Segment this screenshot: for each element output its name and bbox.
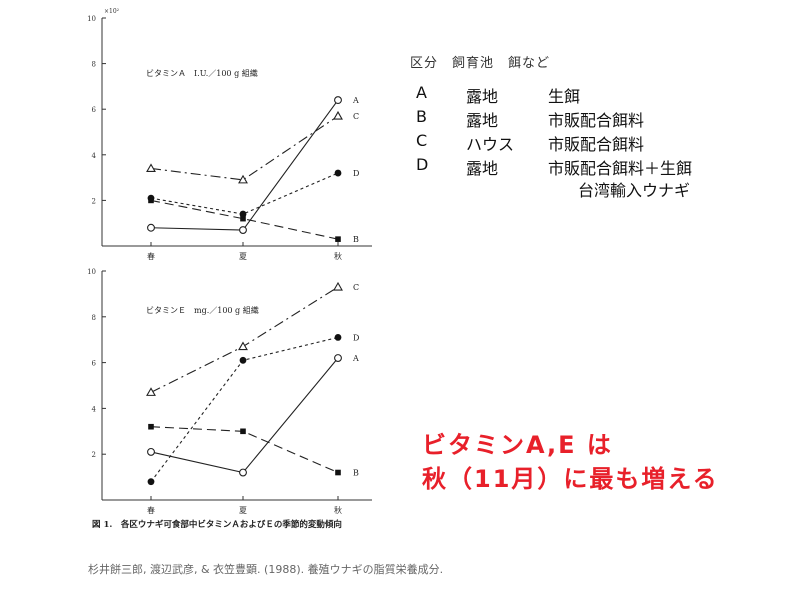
legend-pond: ハウス	[466, 135, 515, 154]
series-line-c	[150, 115, 339, 181]
legend-group-id: C	[416, 131, 428, 150]
data-point-d	[239, 356, 247, 364]
x-tick-label: 春	[147, 251, 155, 261]
series-line-d	[150, 172, 339, 215]
data-point-b	[335, 236, 341, 242]
legend-feed: 生餌	[548, 87, 581, 106]
y-tick-label: 4	[92, 405, 97, 413]
series-label-c: C	[353, 283, 359, 292]
data-point-a	[239, 226, 247, 234]
data-point-d	[334, 334, 342, 341]
data-point-c	[333, 110, 343, 120]
data-point-d	[334, 169, 342, 177]
y-tick-label: 2	[92, 451, 96, 459]
legend-group-id: D	[416, 155, 429, 174]
x-tick-label: 秋	[334, 505, 342, 515]
data-point-b	[240, 428, 246, 435]
legend-pond: 露地	[466, 87, 499, 106]
callout-line-2: 秋（11月）に最も増える	[422, 465, 719, 493]
data-point-c	[333, 281, 343, 291]
data-point-a	[147, 447, 155, 456]
series-label-d: D	[353, 169, 359, 178]
callout-line-1: ビタミンA,E は	[422, 431, 613, 459]
y-tick-label: 8	[92, 314, 96, 322]
series-label-c: C	[353, 112, 359, 121]
series-label-b: B	[353, 235, 359, 244]
series-line-a	[150, 357, 339, 474]
vitamin-a-chart: 2 4 6 8 10 ×10² ビタミンＡ I.U.／100 g 組織春 夏 秋 A B C D	[87, 8, 372, 261]
data-point-c	[146, 387, 156, 396]
legend-group-id: A	[416, 83, 427, 102]
data-point-d	[239, 210, 247, 218]
series-line-b	[150, 199, 339, 240]
series-label-a: A	[352, 96, 359, 105]
y-tick-label: 10	[87, 268, 96, 276]
data-point-a	[334, 96, 342, 105]
series-label-a: A	[352, 354, 359, 363]
y-tick-label: 6	[92, 360, 97, 368]
series-line-c	[150, 286, 339, 393]
legend-row-a: A 露地 生餌	[410, 83, 580, 107]
legend-row-d: D 露地 市販配合餌料＋生餌 台湾輸入ウナギ	[410, 155, 692, 200]
legend-header: 区分 飼育池 餌など	[410, 56, 551, 71]
x-tick-label: 秋	[334, 251, 342, 261]
x-tick-label: 春	[147, 505, 155, 515]
legend-feed: 市販配合餌料＋生餌	[548, 159, 693, 178]
data-point-b	[148, 423, 154, 430]
legend-pond: 露地	[466, 159, 499, 178]
y-tick-label: 8	[92, 61, 96, 69]
y-tick-label: 6	[92, 106, 97, 114]
source-citation: 杉井餅三郎, 渡辺武彦, & 衣笠豊顕. (1988). 養殖ウナギの脂質栄養成…	[88, 563, 444, 576]
vitamin-e-chart: 2 4 6 8 10 ビタミンＥ mg.／100 g 組織春 夏 秋 A B C D	[87, 268, 372, 515]
series-label-d: D	[353, 333, 359, 342]
legend-pond: 露地	[466, 111, 499, 130]
y-scale-label: ×10²	[104, 8, 120, 15]
data-point-d	[147, 194, 155, 202]
group-legend: 区分 飼育池 餌など A 露地 生餌 B 露地 市販配合餌料 C ハウス 市販配…	[410, 52, 692, 200]
legend-feed: 市販配合餌料	[548, 111, 645, 130]
data-point-c	[238, 341, 248, 351]
series-line-a	[150, 99, 339, 231]
legend-group-id: B	[416, 107, 427, 126]
y-tick-label: 4	[92, 152, 97, 160]
y-tick-label: 2	[92, 197, 96, 205]
legend-row-b: B 露地 市販配合餌料	[410, 107, 644, 131]
data-point-b	[335, 469, 341, 476]
series-label-b: B	[353, 469, 359, 478]
x-tick-label: 夏	[239, 506, 247, 515]
data-point-a	[334, 354, 342, 362]
data-point-c	[238, 174, 248, 184]
chart-title: ビタミンＡ I.U.／100 g 組織	[146, 68, 258, 78]
x-tick-label: 夏	[239, 252, 247, 261]
y-tick-label: 10	[87, 15, 96, 23]
data-point-c	[146, 163, 156, 173]
data-point-d	[147, 478, 155, 486]
legend-row-c: C ハウス 市販配合餌料	[410, 131, 644, 155]
chart-title: ビタミンＥ mg.／100 g 組織	[146, 305, 259, 315]
legend-feed: 市販配合餌料	[548, 135, 645, 154]
legend-note: 台湾輸入ウナギ	[578, 181, 691, 200]
data-point-a	[239, 468, 247, 477]
callout-annotation: ビタミンA,E は 秋（11月）に最も増える	[422, 428, 719, 496]
figure-caption: 図 1. 各区ウナギ可食部中ビタミンＡおよびＥの季節的変動傾向	[92, 519, 342, 530]
data-point-a	[147, 223, 155, 232]
data-point-b	[240, 215, 246, 222]
